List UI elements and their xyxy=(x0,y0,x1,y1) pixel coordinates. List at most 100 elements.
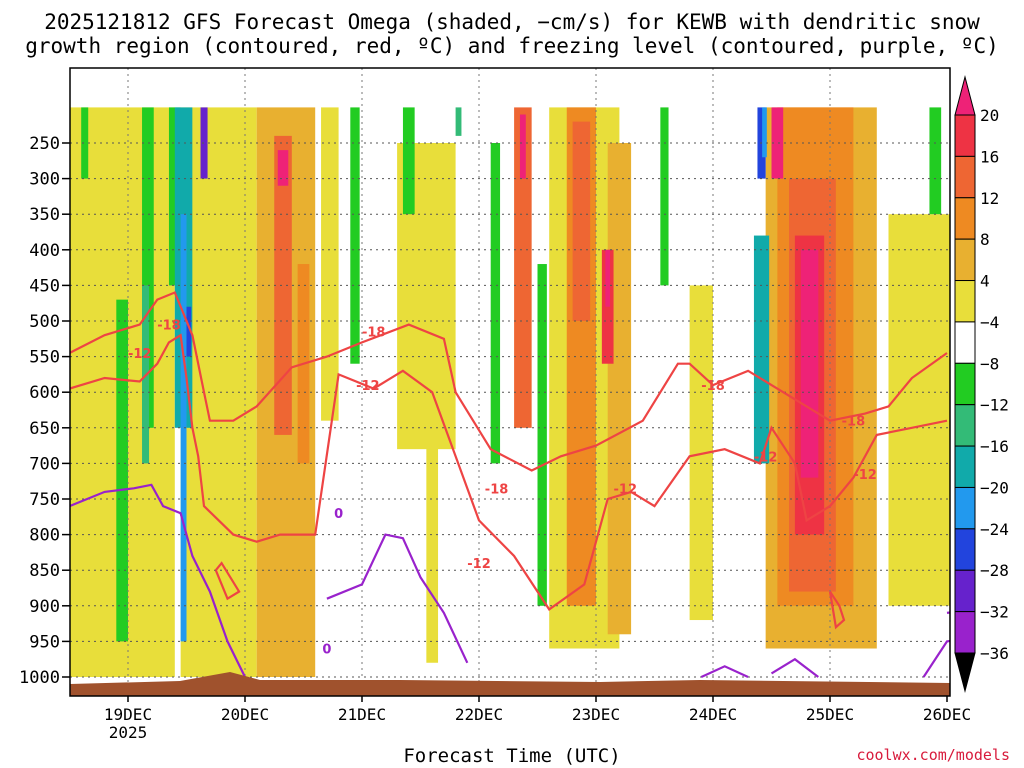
colorbar-label: −28 xyxy=(980,561,1009,580)
colorbar-label: −24 xyxy=(980,520,1009,539)
contour-minus12 xyxy=(70,333,948,611)
y-tick-label: 900 xyxy=(29,597,60,617)
terrain-fill xyxy=(70,672,950,696)
omega-shade-cell xyxy=(607,143,632,635)
x-tick-label: 20DEC xyxy=(221,705,269,724)
omega-shade-cell xyxy=(274,135,292,435)
colorbar-label: 12 xyxy=(980,189,999,208)
colorbar-swatch xyxy=(954,321,976,364)
colorbar-swatch xyxy=(954,280,976,323)
omega-shade-cell xyxy=(200,107,208,179)
y-tick-label: 350 xyxy=(29,205,60,225)
contour-label: -18 xyxy=(701,379,725,394)
omega-shade-cell xyxy=(455,107,462,136)
omega-shade-cell xyxy=(605,249,611,307)
omega-shade-cell xyxy=(186,306,192,357)
temperature-contours: -18 -12 -18 -12 -18 -12 -18 -12 -18 -12 -12 0 0 xyxy=(70,291,950,679)
contour-label: -12 xyxy=(853,468,877,483)
x-tick-label: 25DEC xyxy=(806,705,854,724)
omega-shade-cell xyxy=(402,107,415,215)
contour-label: 0 xyxy=(334,507,343,522)
colorbar-label: 20 xyxy=(980,106,999,125)
colorbar-label: −12 xyxy=(980,396,1009,415)
x-tick-label: 22DEC xyxy=(455,705,503,724)
omega-shade-cell xyxy=(116,299,128,642)
omega-shade-cell xyxy=(771,107,784,179)
colorbar-label: 8 xyxy=(980,230,990,249)
omega-shade-cell xyxy=(537,264,547,606)
x-tick-label: 21DEC xyxy=(338,705,386,724)
colorbar-swatch xyxy=(954,569,976,613)
omega-shade-cell xyxy=(142,107,154,428)
y-tick-label: 300 xyxy=(29,170,60,190)
omega-shade-cell xyxy=(660,107,669,286)
colorbar-swatch xyxy=(954,197,976,240)
colorbar-label: −20 xyxy=(980,478,1009,497)
colorbar-top-triangle xyxy=(954,75,976,116)
omega-shade-cell xyxy=(762,107,767,158)
y-tick-label: 250 xyxy=(29,134,60,154)
colorbar-legend: 20 16 12 8 4 −4 −8 −12 −16 −20 −24 −28 −32 −36 xyxy=(954,75,1009,693)
omega-shade-cell xyxy=(514,107,532,428)
contour-label: -12 xyxy=(467,557,491,572)
colorbar-swatch xyxy=(954,155,976,199)
x-tick-sublabel: 2025 xyxy=(109,723,148,742)
chart-title-line-2: growth region (contoured, red, ºC) and f… xyxy=(25,34,999,58)
omega-shade-cell xyxy=(350,107,360,364)
contour-label: -18 xyxy=(362,326,386,341)
colorbar-swatch xyxy=(954,114,976,157)
contour-label: 0 xyxy=(322,643,331,658)
y-tick-label: 600 xyxy=(29,383,60,403)
y-axis: 250 300 350 400 450 500 550 600 650 700 750 800 850 9… xyxy=(19,134,70,688)
omega-shade-cell xyxy=(180,214,187,642)
colorbar-label: −36 xyxy=(980,644,1009,663)
x-tick-label: 19DEC xyxy=(104,705,152,724)
omega-shade-cell xyxy=(168,107,181,286)
omega-shade-cell xyxy=(800,249,819,478)
contour-label: -12 xyxy=(754,450,778,465)
omega-shade-cell xyxy=(81,107,89,179)
credit-link[interactable]: coolwx.com/models xyxy=(856,746,1010,764)
contour-label: -12 xyxy=(614,482,638,497)
contour-freezing-0-c xyxy=(700,665,749,679)
y-tick-label: 850 xyxy=(29,561,60,581)
chart-title-line-1: 2025121812 GFS Forecast Omega (shaded, −… xyxy=(44,10,980,34)
x-tick-label: 23DEC xyxy=(572,705,620,724)
contour-label: -12 xyxy=(128,347,152,362)
colorbar-label: 16 xyxy=(980,147,999,166)
contour-label: -18 xyxy=(157,319,181,334)
colorbar-swatch xyxy=(954,445,976,488)
colorbar-label: −8 xyxy=(980,354,999,373)
colorbar-swatch xyxy=(954,528,976,571)
omega-shade-cell xyxy=(929,107,942,215)
x-axis-title: Forecast Time (UTC) xyxy=(403,745,621,767)
colorbar-label: −32 xyxy=(980,603,1009,622)
colorbar-swatch xyxy=(954,404,976,447)
x-tick-label: 26DEC xyxy=(923,705,971,724)
contour-minus12-loop-2 xyxy=(828,590,846,630)
colorbar-bottom-triangle xyxy=(954,652,976,693)
contour-freezing-0-d xyxy=(770,657,819,678)
omega-shade-cell xyxy=(321,107,339,421)
colorbar-swatch xyxy=(954,238,976,282)
omega-shade-cell xyxy=(426,264,439,663)
y-tick-label: 400 xyxy=(29,241,60,261)
omega-shade-cell xyxy=(572,121,591,321)
y-tick-label: 750 xyxy=(29,490,60,510)
colorbar-label: −16 xyxy=(980,437,1009,456)
y-tick-label: 1000 xyxy=(19,668,60,688)
omega-shade-cell xyxy=(753,235,770,464)
contour-label: -18 xyxy=(842,415,866,430)
omega-shade-cell xyxy=(277,150,289,186)
terrain-surface xyxy=(70,672,950,696)
omega-shade-cell xyxy=(519,114,526,179)
y-tick-label: 700 xyxy=(29,454,60,474)
y-tick-label: 450 xyxy=(29,276,60,296)
y-tick-label: 950 xyxy=(29,632,60,652)
contour-freezing-0 xyxy=(70,483,246,678)
contour-freezing-0-b xyxy=(326,533,469,664)
y-tick-label: 650 xyxy=(29,419,60,439)
omega-shade-cell xyxy=(888,214,950,606)
